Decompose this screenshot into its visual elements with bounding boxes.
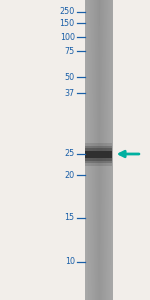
Text: 37: 37 (65, 88, 75, 98)
Text: 150: 150 (60, 19, 75, 28)
Bar (85, 146, 112, 163)
Text: 15: 15 (65, 214, 75, 223)
Bar (85, 148, 112, 160)
Text: 10: 10 (65, 257, 75, 266)
Text: 100: 100 (60, 32, 75, 41)
Text: 250: 250 (60, 8, 75, 16)
Text: 75: 75 (64, 46, 75, 56)
Bar (85, 142, 112, 166)
Text: 25: 25 (64, 149, 75, 158)
Bar (85, 151, 112, 158)
Text: 20: 20 (65, 170, 75, 179)
Text: 50: 50 (65, 73, 75, 82)
